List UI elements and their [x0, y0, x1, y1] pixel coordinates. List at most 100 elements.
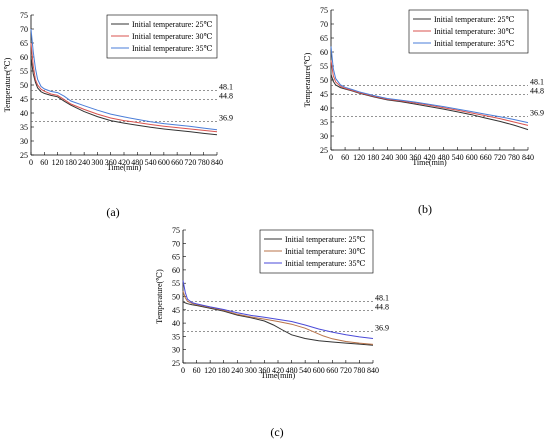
x-tick-label: 300 — [395, 153, 407, 162]
y-tick-label: 65 — [20, 39, 28, 48]
legend-entry-3: Initial temperature: 35℃ — [132, 44, 213, 53]
y-tick-label: 60 — [172, 266, 180, 275]
reference-line-label: 36.9 — [530, 109, 544, 118]
x-tick-label: 480 — [131, 158, 143, 167]
series-line-2 — [330, 60, 529, 126]
reference-line-label: 44.8 — [530, 87, 544, 96]
x-tick-label: 300 — [91, 158, 103, 167]
series-line-2 — [30, 42, 218, 133]
y-axis-title: Temperature(℃) — [303, 52, 312, 107]
series-line-1 — [182, 301, 374, 346]
y-tick-label: 55 — [320, 62, 328, 71]
y-tick-label: 40 — [20, 109, 28, 118]
y-tick-label: 65 — [320, 34, 328, 43]
y-tick-label: 25 — [20, 151, 28, 160]
y-tick-label: 60 — [20, 53, 28, 62]
series-line-3 — [330, 46, 529, 124]
reference-line-label: 36.9 — [219, 114, 233, 123]
y-tick-label: 40 — [172, 319, 180, 328]
y-tick-label: 50 — [320, 76, 328, 85]
y-tick-label: 25 — [320, 146, 328, 155]
x-tick-label: 600 — [466, 153, 478, 162]
x-tick-label: 780 — [198, 158, 210, 167]
reference-line-label: 44.8 — [375, 302, 389, 311]
x-tick-label: 180 — [367, 153, 379, 162]
y-tick-label: 45 — [172, 306, 180, 315]
x-tick-label: 540 — [299, 366, 311, 375]
y-tick-label: 30 — [172, 346, 180, 355]
legend-entry-2: Initial temperature: 30℃ — [434, 27, 515, 36]
x-tick-label: 360 — [409, 153, 421, 162]
x-tick-label: 240 — [78, 158, 90, 167]
reference-line-label: 48.1 — [530, 77, 544, 86]
x-tick-label: 120 — [353, 153, 365, 162]
legend-entry-2: Initial temperature: 30℃ — [132, 32, 213, 41]
legend-entry-3: Initial temperature: 35℃ — [434, 39, 515, 48]
y-tick-label: 35 — [172, 332, 180, 341]
x-tick-label: 660 — [480, 153, 492, 162]
y-tick-label: 45 — [320, 90, 328, 99]
series-line-1 — [30, 56, 218, 136]
y-tick-label: 25 — [172, 359, 180, 368]
panel-label: (c) — [270, 425, 283, 439]
series-line-3 — [182, 280, 374, 339]
y-tick-label: 50 — [172, 293, 180, 302]
x-axis-title: Time(min) — [107, 163, 142, 172]
x-tick-label: 600 — [313, 366, 325, 375]
reference-line-label: 48.1 — [375, 294, 389, 303]
panel-label: (a) — [106, 205, 119, 219]
x-tick-label: 420 — [272, 366, 284, 375]
x-tick-label: 840 — [522, 153, 534, 162]
y-tick-label: 75 — [20, 11, 28, 20]
x-tick-label: 180 — [218, 366, 230, 375]
x-tick-label: 780 — [508, 153, 520, 162]
x-tick-label: 660 — [171, 158, 183, 167]
x-tick-label: 360 — [105, 158, 117, 167]
x-tick-label: 540 — [145, 158, 157, 167]
x-tick-label: 240 — [381, 153, 393, 162]
legend-entry-3: Initial temperature: 35℃ — [285, 259, 366, 268]
x-tick-label: 720 — [184, 158, 196, 167]
y-tick-label: 35 — [20, 123, 28, 132]
y-tick-label: 70 — [172, 239, 180, 248]
x-tick-label: 840 — [367, 366, 379, 375]
x-tick-label: 840 — [211, 158, 223, 167]
y-tick-label: 70 — [20, 25, 28, 34]
chart-panel-b: 25 30 35 40 45 50 55 60 65 70 75 0 60 120 180 240 300 360… — [303, 6, 544, 216]
x-tick-label: 60 — [341, 153, 349, 162]
y-axis-title: Temperature(℃) — [155, 269, 164, 324]
x-tick-label: 720 — [340, 366, 352, 375]
y-tick-label: 75 — [172, 226, 180, 235]
x-tick-label: 0 — [329, 153, 333, 162]
x-tick-label: 540 — [452, 153, 464, 162]
x-tick-label: 120 — [52, 158, 64, 167]
x-tick-label: 240 — [231, 366, 243, 375]
series-line-2 — [182, 291, 374, 345]
y-tick-label: 65 — [172, 253, 180, 262]
panel-label: (b) — [418, 202, 432, 216]
y-tick-label: 60 — [320, 48, 328, 57]
y-tick-label: 40 — [320, 104, 328, 113]
reference-line-label: 36.9 — [375, 323, 389, 332]
reference-line-label: 44.8 — [219, 92, 233, 101]
x-tick-label: 660 — [326, 366, 338, 375]
x-tick-label: 720 — [494, 153, 506, 162]
y-tick-label: 30 — [320, 132, 328, 141]
legend-entry-1: Initial temperature: 25℃ — [132, 20, 213, 29]
x-tick-label: 120 — [204, 366, 216, 375]
x-tick-label: 360 — [258, 366, 270, 375]
y-tick-label: 70 — [320, 20, 328, 29]
y-tick-label: 45 — [20, 95, 28, 104]
reference-line-label: 48.1 — [219, 82, 233, 91]
x-tick-label: 420 — [118, 158, 130, 167]
y-tick-label: 50 — [20, 81, 28, 90]
legend-entry-1: Initial temperature: 25℃ — [285, 235, 366, 244]
y-tick-label: 55 — [172, 279, 180, 288]
x-tick-label: 300 — [245, 366, 257, 375]
x-tick-label: 60 — [40, 158, 48, 167]
x-tick-label: 180 — [65, 158, 77, 167]
legend-entry-2: Initial temperature: 30℃ — [285, 247, 366, 256]
x-tick-label: 600 — [158, 158, 170, 167]
